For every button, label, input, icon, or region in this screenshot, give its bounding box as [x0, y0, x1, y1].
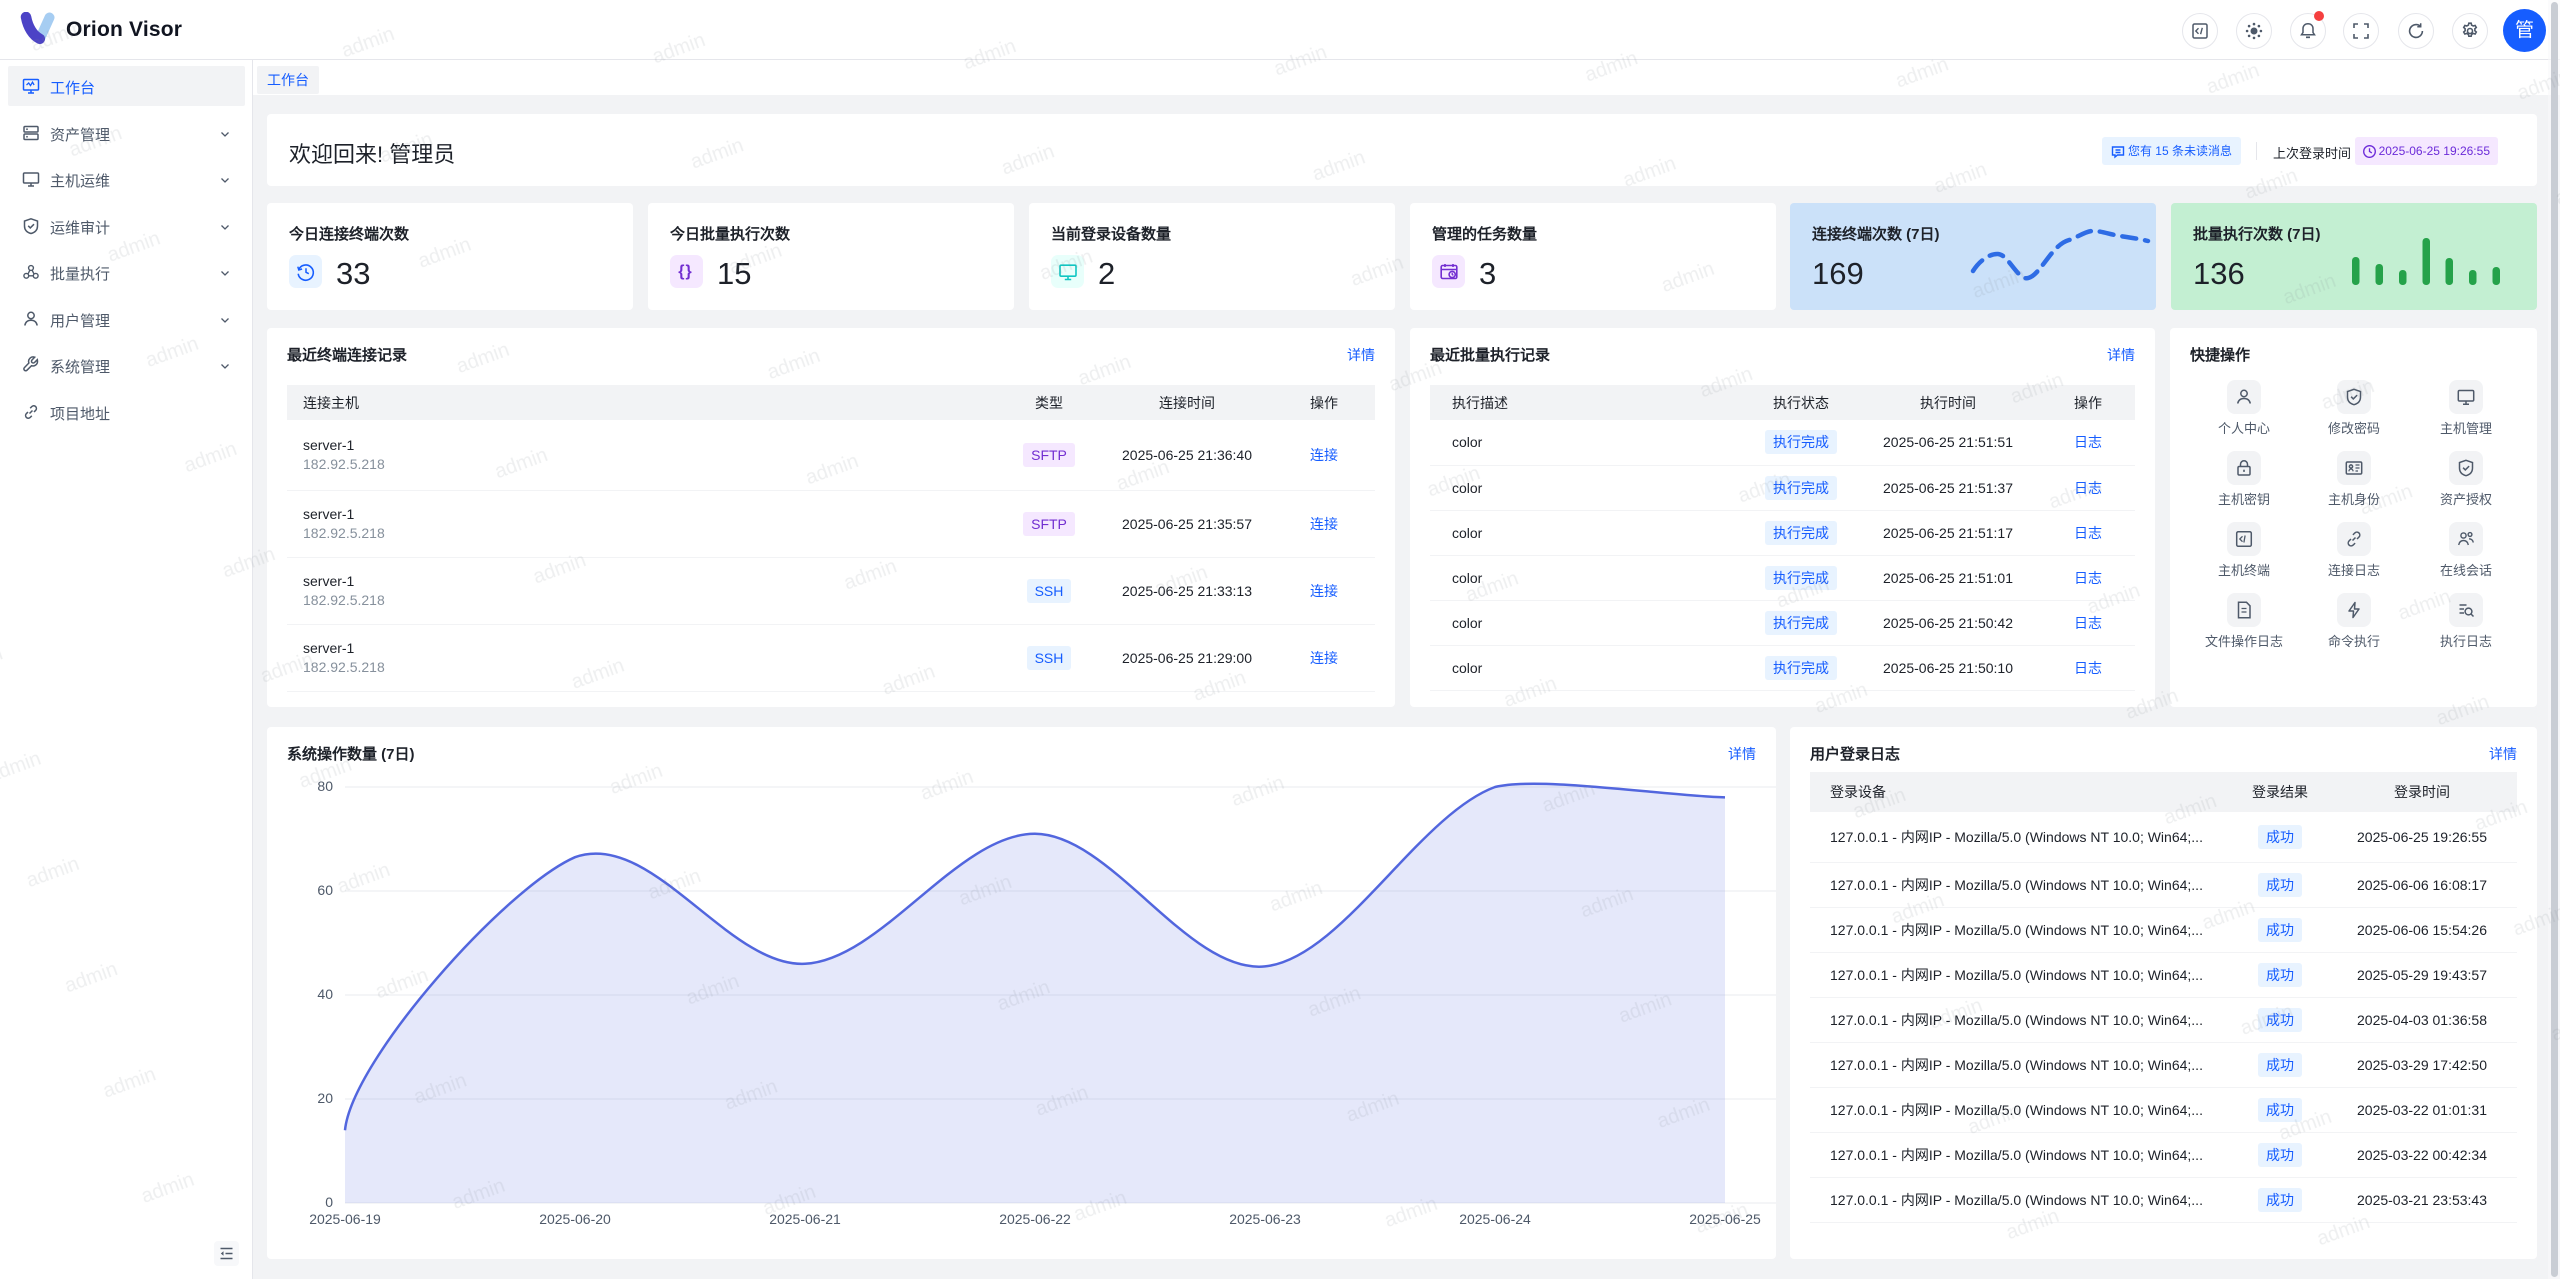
svg-text:2025-06-25: 2025-06-25 — [1689, 1211, 1761, 1227]
svg-text:60: 60 — [317, 882, 333, 898]
svg-text:2025-06-22: 2025-06-22 — [999, 1211, 1071, 1227]
svg-text:2025-06-24: 2025-06-24 — [1459, 1211, 1531, 1227]
svg-text:20: 20 — [317, 1090, 333, 1106]
svg-text:0: 0 — [325, 1194, 333, 1210]
svg-text:2025-06-19: 2025-06-19 — [309, 1211, 381, 1227]
svg-text:80: 80 — [317, 778, 333, 794]
svg-text:40: 40 — [317, 986, 333, 1002]
svg-text:2025-06-23: 2025-06-23 — [1229, 1211, 1301, 1227]
svg-text:2025-06-20: 2025-06-20 — [539, 1211, 611, 1227]
svg-text:2025-06-21: 2025-06-21 — [769, 1211, 841, 1227]
